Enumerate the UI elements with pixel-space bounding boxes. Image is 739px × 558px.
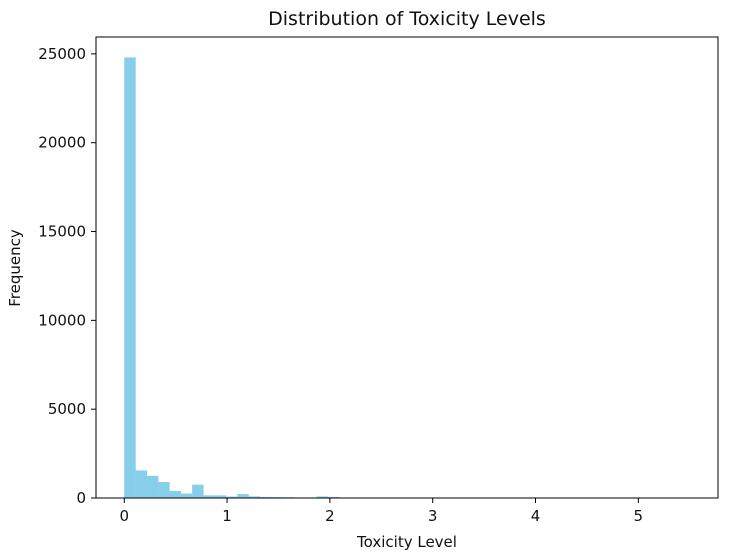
- histogram-bar: [203, 495, 215, 498]
- histogram-bar: [146, 475, 159, 498]
- y-tick-label: 25000: [38, 45, 86, 63]
- chart-title: Distribution of Toxicity Levels: [268, 8, 546, 30]
- y-tick-label: 0: [76, 489, 86, 507]
- y-tick-label: 15000: [38, 223, 86, 241]
- histogram-bar: [135, 470, 148, 498]
- histogram-bar: [226, 496, 238, 498]
- histogram-bar: [158, 482, 170, 498]
- plot-frame: [95, 36, 719, 499]
- y-tick-label: 10000: [38, 311, 86, 329]
- x-tick-label: 2: [325, 507, 335, 525]
- y-axis-label: Frequency: [6, 229, 24, 307]
- histogram-bar: [192, 484, 204, 498]
- x-axis-ticks: 0 1 2 3 4 5: [119, 498, 643, 525]
- histogram-bar: [180, 493, 193, 498]
- x-tick-label: 1: [222, 507, 232, 525]
- histogram-bar: [214, 495, 227, 498]
- x-tick-label: 5: [634, 507, 644, 525]
- y-tick-label: 5000: [48, 400, 86, 418]
- histogram-bar: [237, 494, 249, 498]
- histogram-bar: [316, 496, 328, 498]
- histogram-bars: [124, 57, 509, 499]
- x-tick-label: 4: [531, 507, 541, 525]
- histogram-bar: [169, 490, 181, 498]
- histogram-bar: [248, 496, 261, 498]
- x-axis-label: Toxicity Level: [356, 533, 457, 551]
- y-axis-ticks: 0 5000 10000 15000 20000 25000: [38, 45, 96, 507]
- histogram-bar: [259, 496, 272, 498]
- histogram-bar: [327, 496, 340, 498]
- histogram-bar: [124, 57, 136, 499]
- y-tick-label: 20000: [38, 134, 86, 152]
- x-tick-label: 0: [119, 507, 129, 525]
- x-tick-label: 3: [428, 507, 438, 525]
